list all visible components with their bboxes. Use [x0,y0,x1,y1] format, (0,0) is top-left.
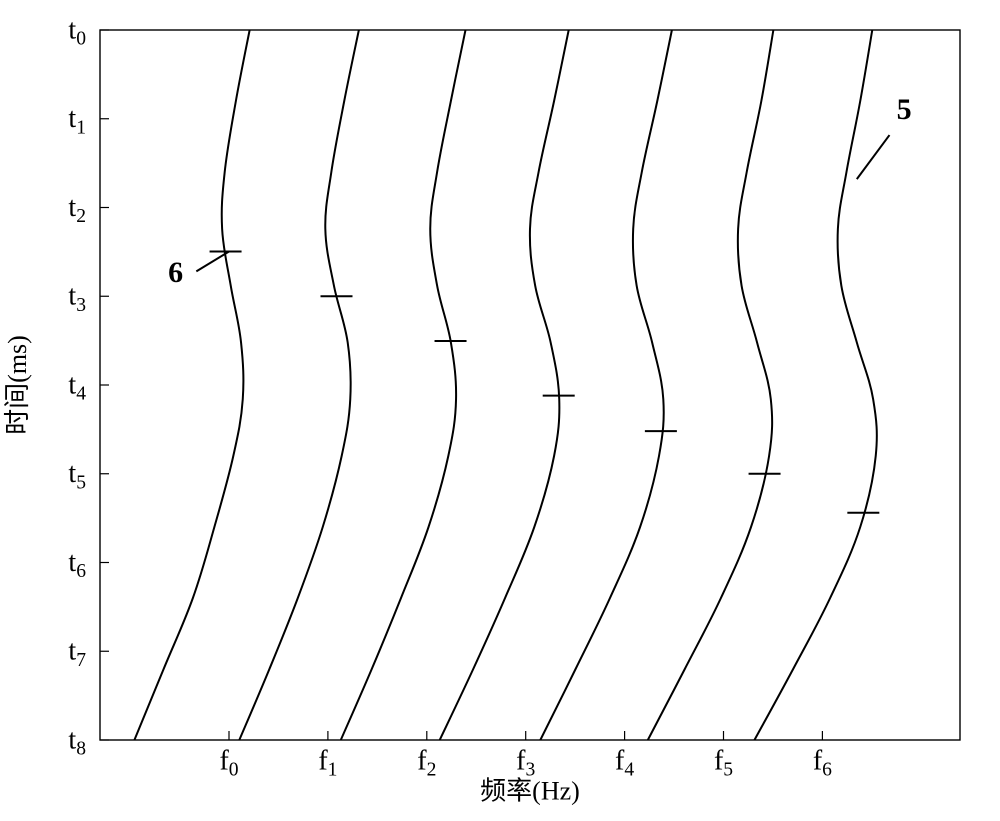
x-axis-title: 频率(Hz) [480,776,580,805]
time-frequency-chart: t0t1t2t3t4t5t6t7t8时间(ms)f0f1f2f3f4f5f6频率… [0,0,1000,821]
y-axis-title: 时间(ms) [3,335,32,435]
annot-5: 5 [897,93,912,126]
annot-6: 6 [168,256,183,289]
